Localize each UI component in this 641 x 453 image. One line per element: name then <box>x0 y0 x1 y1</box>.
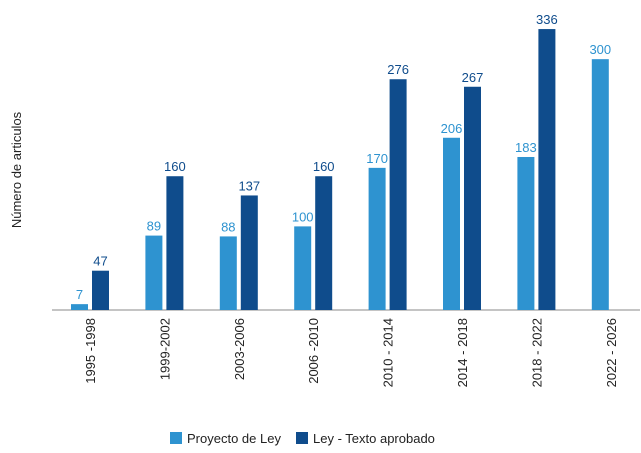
x-tick-label: 2006 -2010 <box>306 318 321 384</box>
value-label: 89 <box>147 219 161 234</box>
bar <box>92 270 109 310</box>
bar <box>166 176 184 310</box>
bar <box>294 226 312 310</box>
x-tick-label: 2022 - 2026 <box>604 318 619 387</box>
value-label: 206 <box>441 121 463 136</box>
value-label: 170 <box>366 151 388 166</box>
x-tick-label: 2003-2006 <box>232 318 247 380</box>
bar <box>71 304 88 310</box>
y-axis-label: Número de articulos <box>9 111 24 228</box>
value-label: 160 <box>164 159 186 174</box>
legend-swatch <box>296 432 308 444</box>
value-label: 7 <box>76 287 83 302</box>
legend-swatch <box>170 432 182 444</box>
bar <box>219 236 237 310</box>
value-label: 267 <box>462 70 484 85</box>
legend-label: Ley - Texto aprobado <box>313 431 435 446</box>
bar <box>443 137 460 310</box>
bar <box>145 235 163 310</box>
legend-label: Proyecto de Ley <box>187 431 281 446</box>
bar <box>538 29 556 311</box>
bar <box>517 156 535 310</box>
value-label: 183 <box>515 140 537 155</box>
x-tick-label: 2014 - 2018 <box>455 318 470 387</box>
value-label: 100 <box>292 209 314 224</box>
x-tick-label: 2018 - 2022 <box>529 318 544 387</box>
bar <box>368 167 386 310</box>
bar <box>591 59 609 310</box>
value-label: 47 <box>93 254 107 269</box>
value-label: 276 <box>387 62 409 77</box>
value-label: 300 <box>589 42 611 57</box>
bar <box>389 79 407 310</box>
value-label: 137 <box>238 178 260 193</box>
x-tick-label: 2010 - 2014 <box>381 318 396 387</box>
value-label: 88 <box>221 219 235 234</box>
value-label: 336 <box>536 12 558 27</box>
bar <box>315 176 333 310</box>
value-label: 160 <box>313 159 335 174</box>
x-tick-label: 1999-2002 <box>157 318 172 380</box>
bar <box>240 195 258 310</box>
bar <box>464 86 481 310</box>
x-tick-label: 1995 -1998 <box>83 318 98 384</box>
